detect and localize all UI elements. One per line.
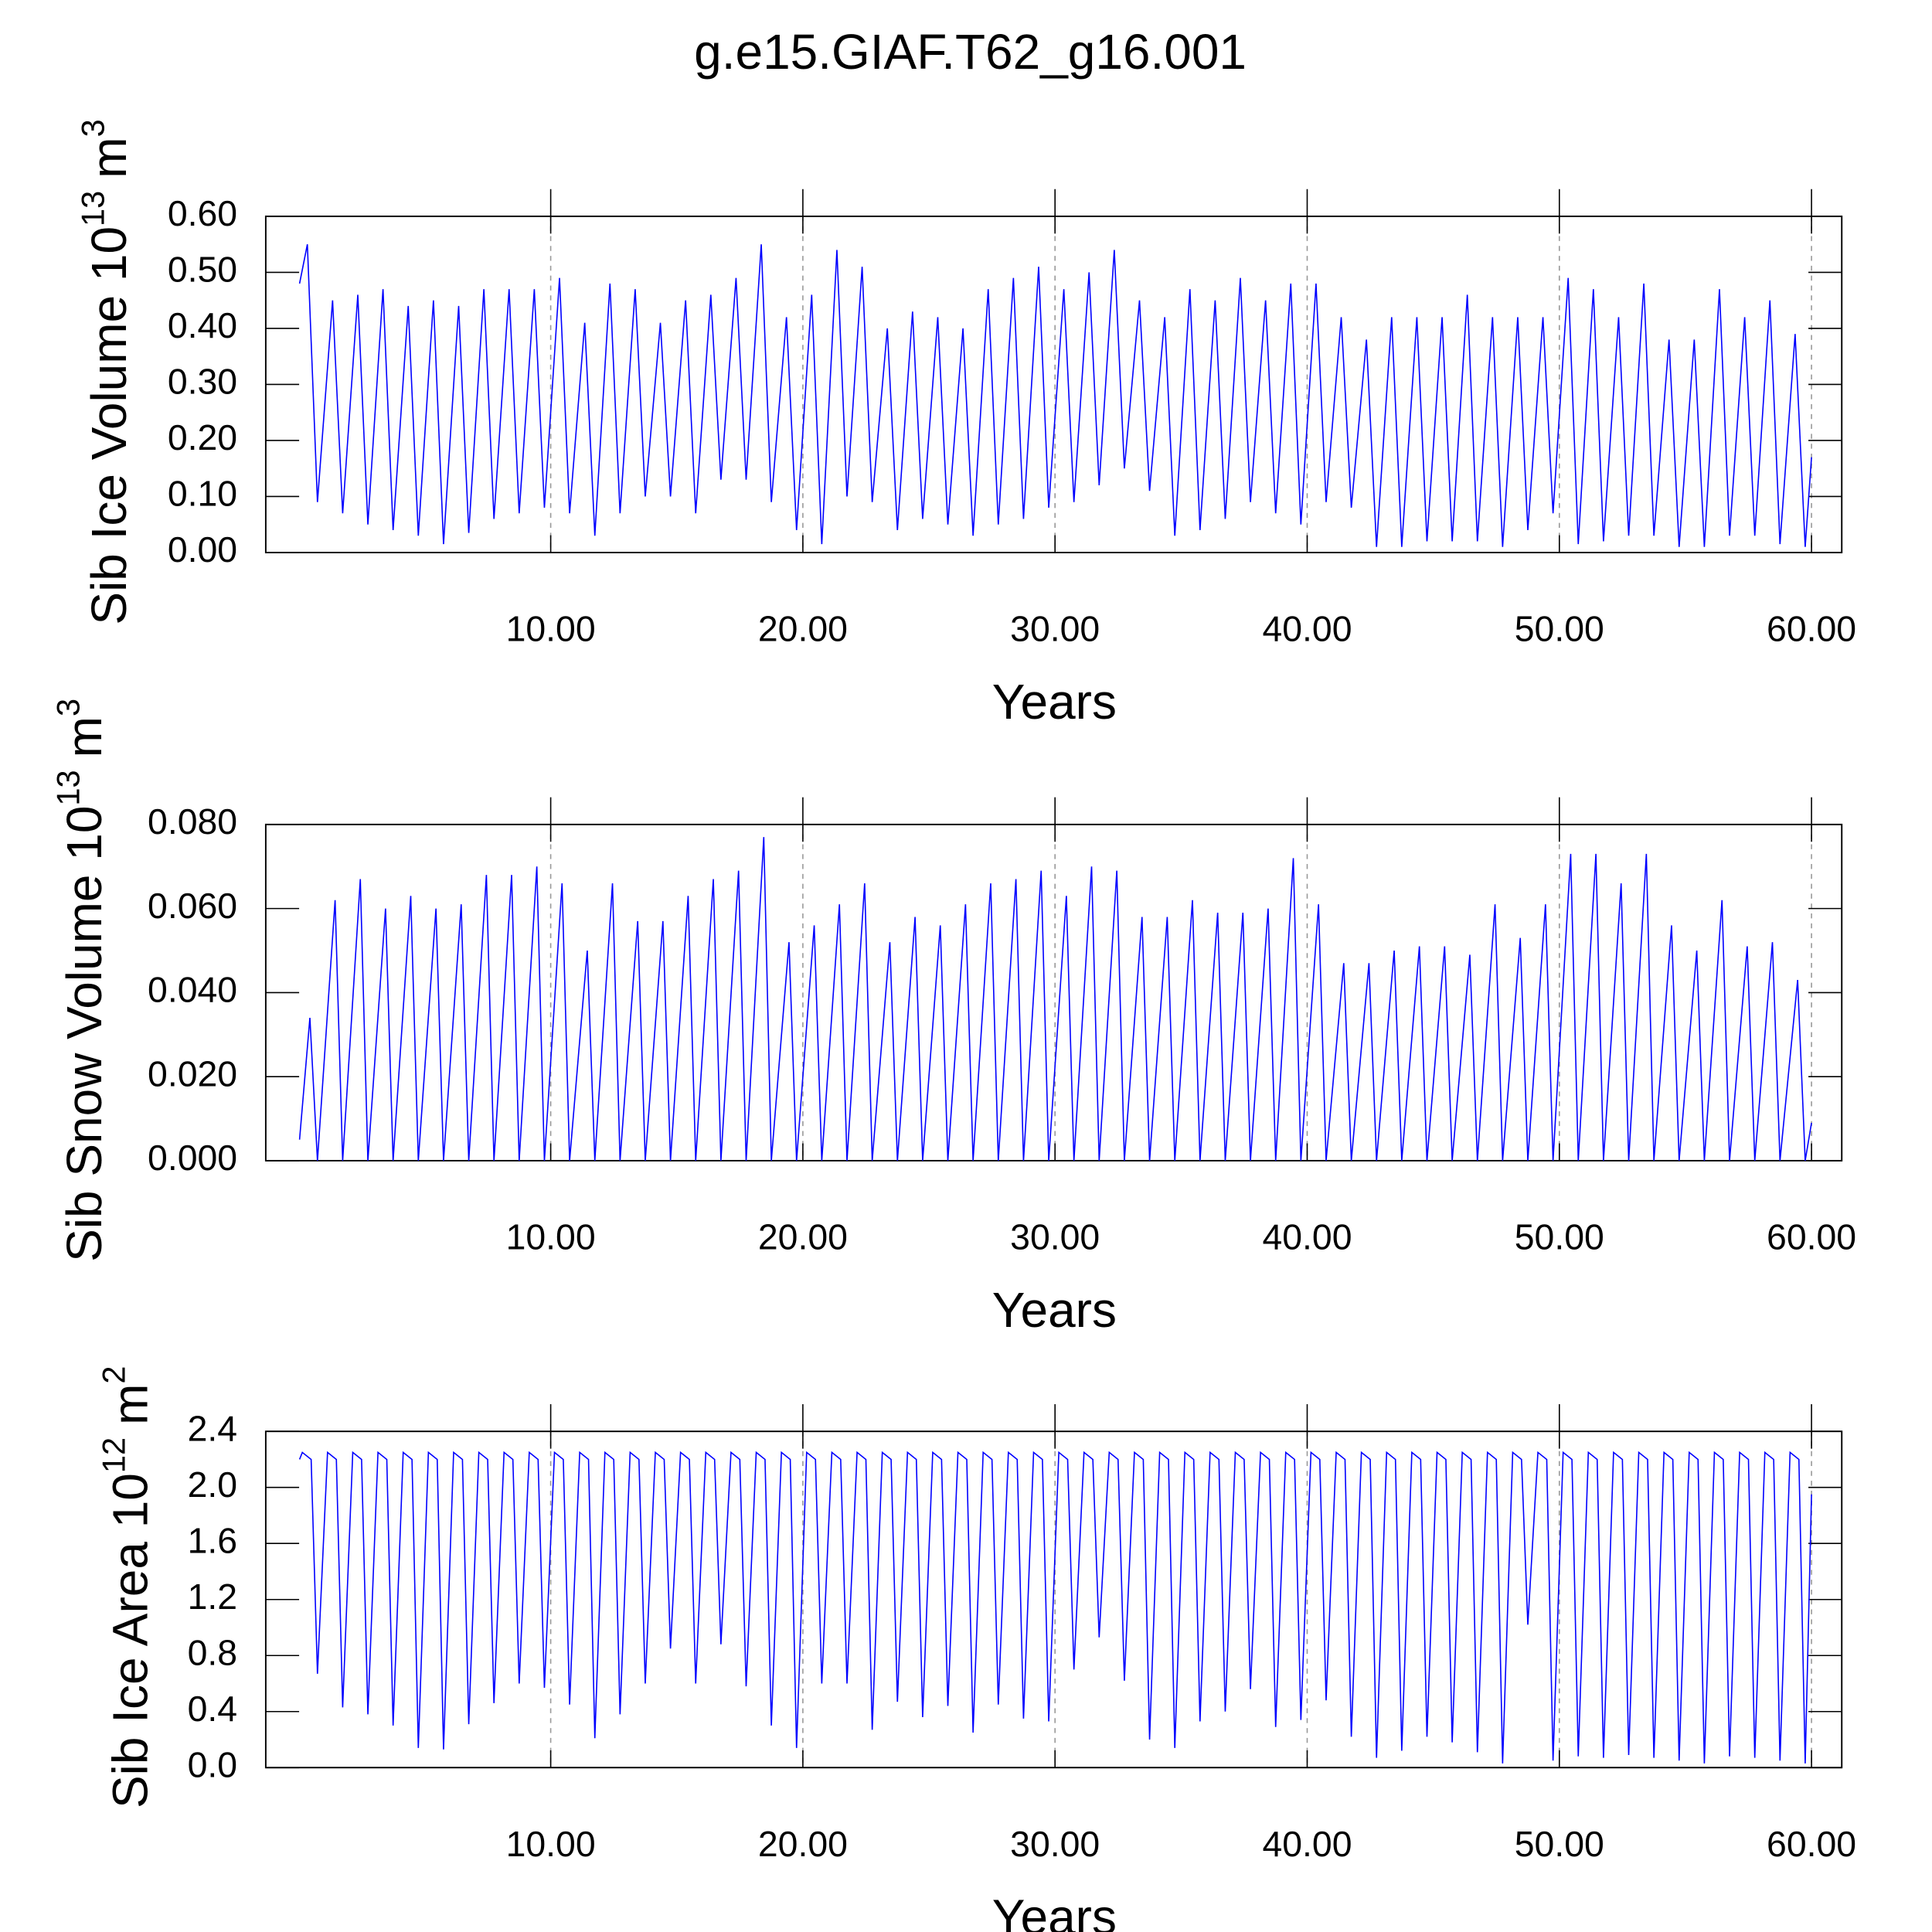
y-axis-title-part: m [81, 137, 137, 178]
x-axis-title: Years [992, 1889, 1117, 1932]
y-axis-title-exponent: 3 [49, 699, 86, 716]
x-axis-title: Years [992, 1282, 1117, 1338]
x-tick-label: 20.00 [758, 609, 848, 649]
x-tick-label: 50.00 [1515, 609, 1604, 649]
plot-frame [264, 1430, 1843, 1769]
y-tick-label: 0.000 [148, 1138, 237, 1178]
x-tick-label: 40.00 [1262, 609, 1352, 649]
x-axis-title: Years [992, 674, 1117, 730]
y-axis-title-part: Sib Snow Volume 10 [56, 806, 112, 1262]
y-tick-label: 0.040 [148, 970, 237, 1010]
y-tick-label: 0.4 [188, 1689, 237, 1729]
y-tick-label: 0.060 [148, 886, 237, 926]
y-tick-label: 0.020 [148, 1053, 237, 1094]
x-tick-label: 30.00 [1010, 1824, 1100, 1864]
x-tick-label: 10.00 [506, 609, 596, 649]
x-tick-label: 30.00 [1010, 609, 1100, 649]
y-axis-title-part: Sib Ice Volume 10 [81, 226, 137, 625]
y-tick-label: 0.10 [168, 474, 237, 514]
x-tick-label: 50.00 [1515, 1217, 1604, 1257]
y-tick-label: 0.50 [168, 250, 237, 290]
x-tick-label: 20.00 [758, 1217, 848, 1257]
x-tick-label: 40.00 [1262, 1217, 1352, 1257]
x-tick-label: 60.00 [1767, 1217, 1856, 1257]
x-tick-label: 40.00 [1262, 1824, 1352, 1864]
y-axis-title: Sib Ice Volume 1013 m3 [74, 119, 137, 624]
y-tick-label: 0.8 [188, 1632, 237, 1672]
y-axis-title-part: m [102, 1384, 158, 1425]
y-axis-title-part: Sib Ice Area 10 [102, 1473, 158, 1808]
y-axis-title-exponent: 13 [74, 191, 111, 226]
y-tick-label: 0.00 [168, 529, 237, 570]
y-axis-title: Sib Snow Volume 1013 m3 [49, 699, 112, 1262]
y-tick-label: 2.0 [188, 1464, 237, 1505]
y-tick-label: 0.0 [188, 1745, 237, 1785]
y-axis-title: Sib Ice Area 1012 m2 [96, 1366, 158, 1808]
series-line [298, 1451, 1812, 1764]
y-tick-label: 0.60 [168, 193, 237, 233]
x-tick-label: 30.00 [1010, 1217, 1100, 1257]
series-line [298, 244, 1812, 547]
y-axis-title-exponent: 13 [49, 770, 86, 805]
x-tick-label: 20.00 [758, 1824, 848, 1864]
figure-title: g.e15.GIAF.T62_g16.001 [694, 24, 1247, 80]
y-tick-label: 0.30 [168, 362, 237, 402]
y-tick-label: 1.6 [188, 1520, 237, 1560]
y-axis-title-exponent: 3 [74, 119, 111, 137]
x-tick-label: 10.00 [506, 1217, 596, 1257]
x-tick-label: 50.00 [1515, 1824, 1604, 1864]
y-axis-title-exponent: 12 [96, 1437, 132, 1473]
x-tick-label: 60.00 [1767, 1824, 1856, 1864]
y-tick-label: 0.40 [168, 305, 237, 345]
series-line [298, 837, 1812, 1162]
y-axis-title-part: m [56, 716, 112, 757]
y-axis-title-exponent: 2 [96, 1366, 132, 1383]
y-tick-label: 0.20 [168, 417, 237, 457]
x-tick-label: 10.00 [506, 1824, 596, 1864]
y-tick-label: 1.2 [188, 1577, 237, 1617]
plot-frame [264, 823, 1843, 1162]
y-tick-label: 0.080 [148, 801, 237, 842]
plot-frame [264, 215, 1843, 553]
y-tick-label: 2.4 [188, 1408, 237, 1448]
x-tick-label: 60.00 [1767, 609, 1856, 649]
